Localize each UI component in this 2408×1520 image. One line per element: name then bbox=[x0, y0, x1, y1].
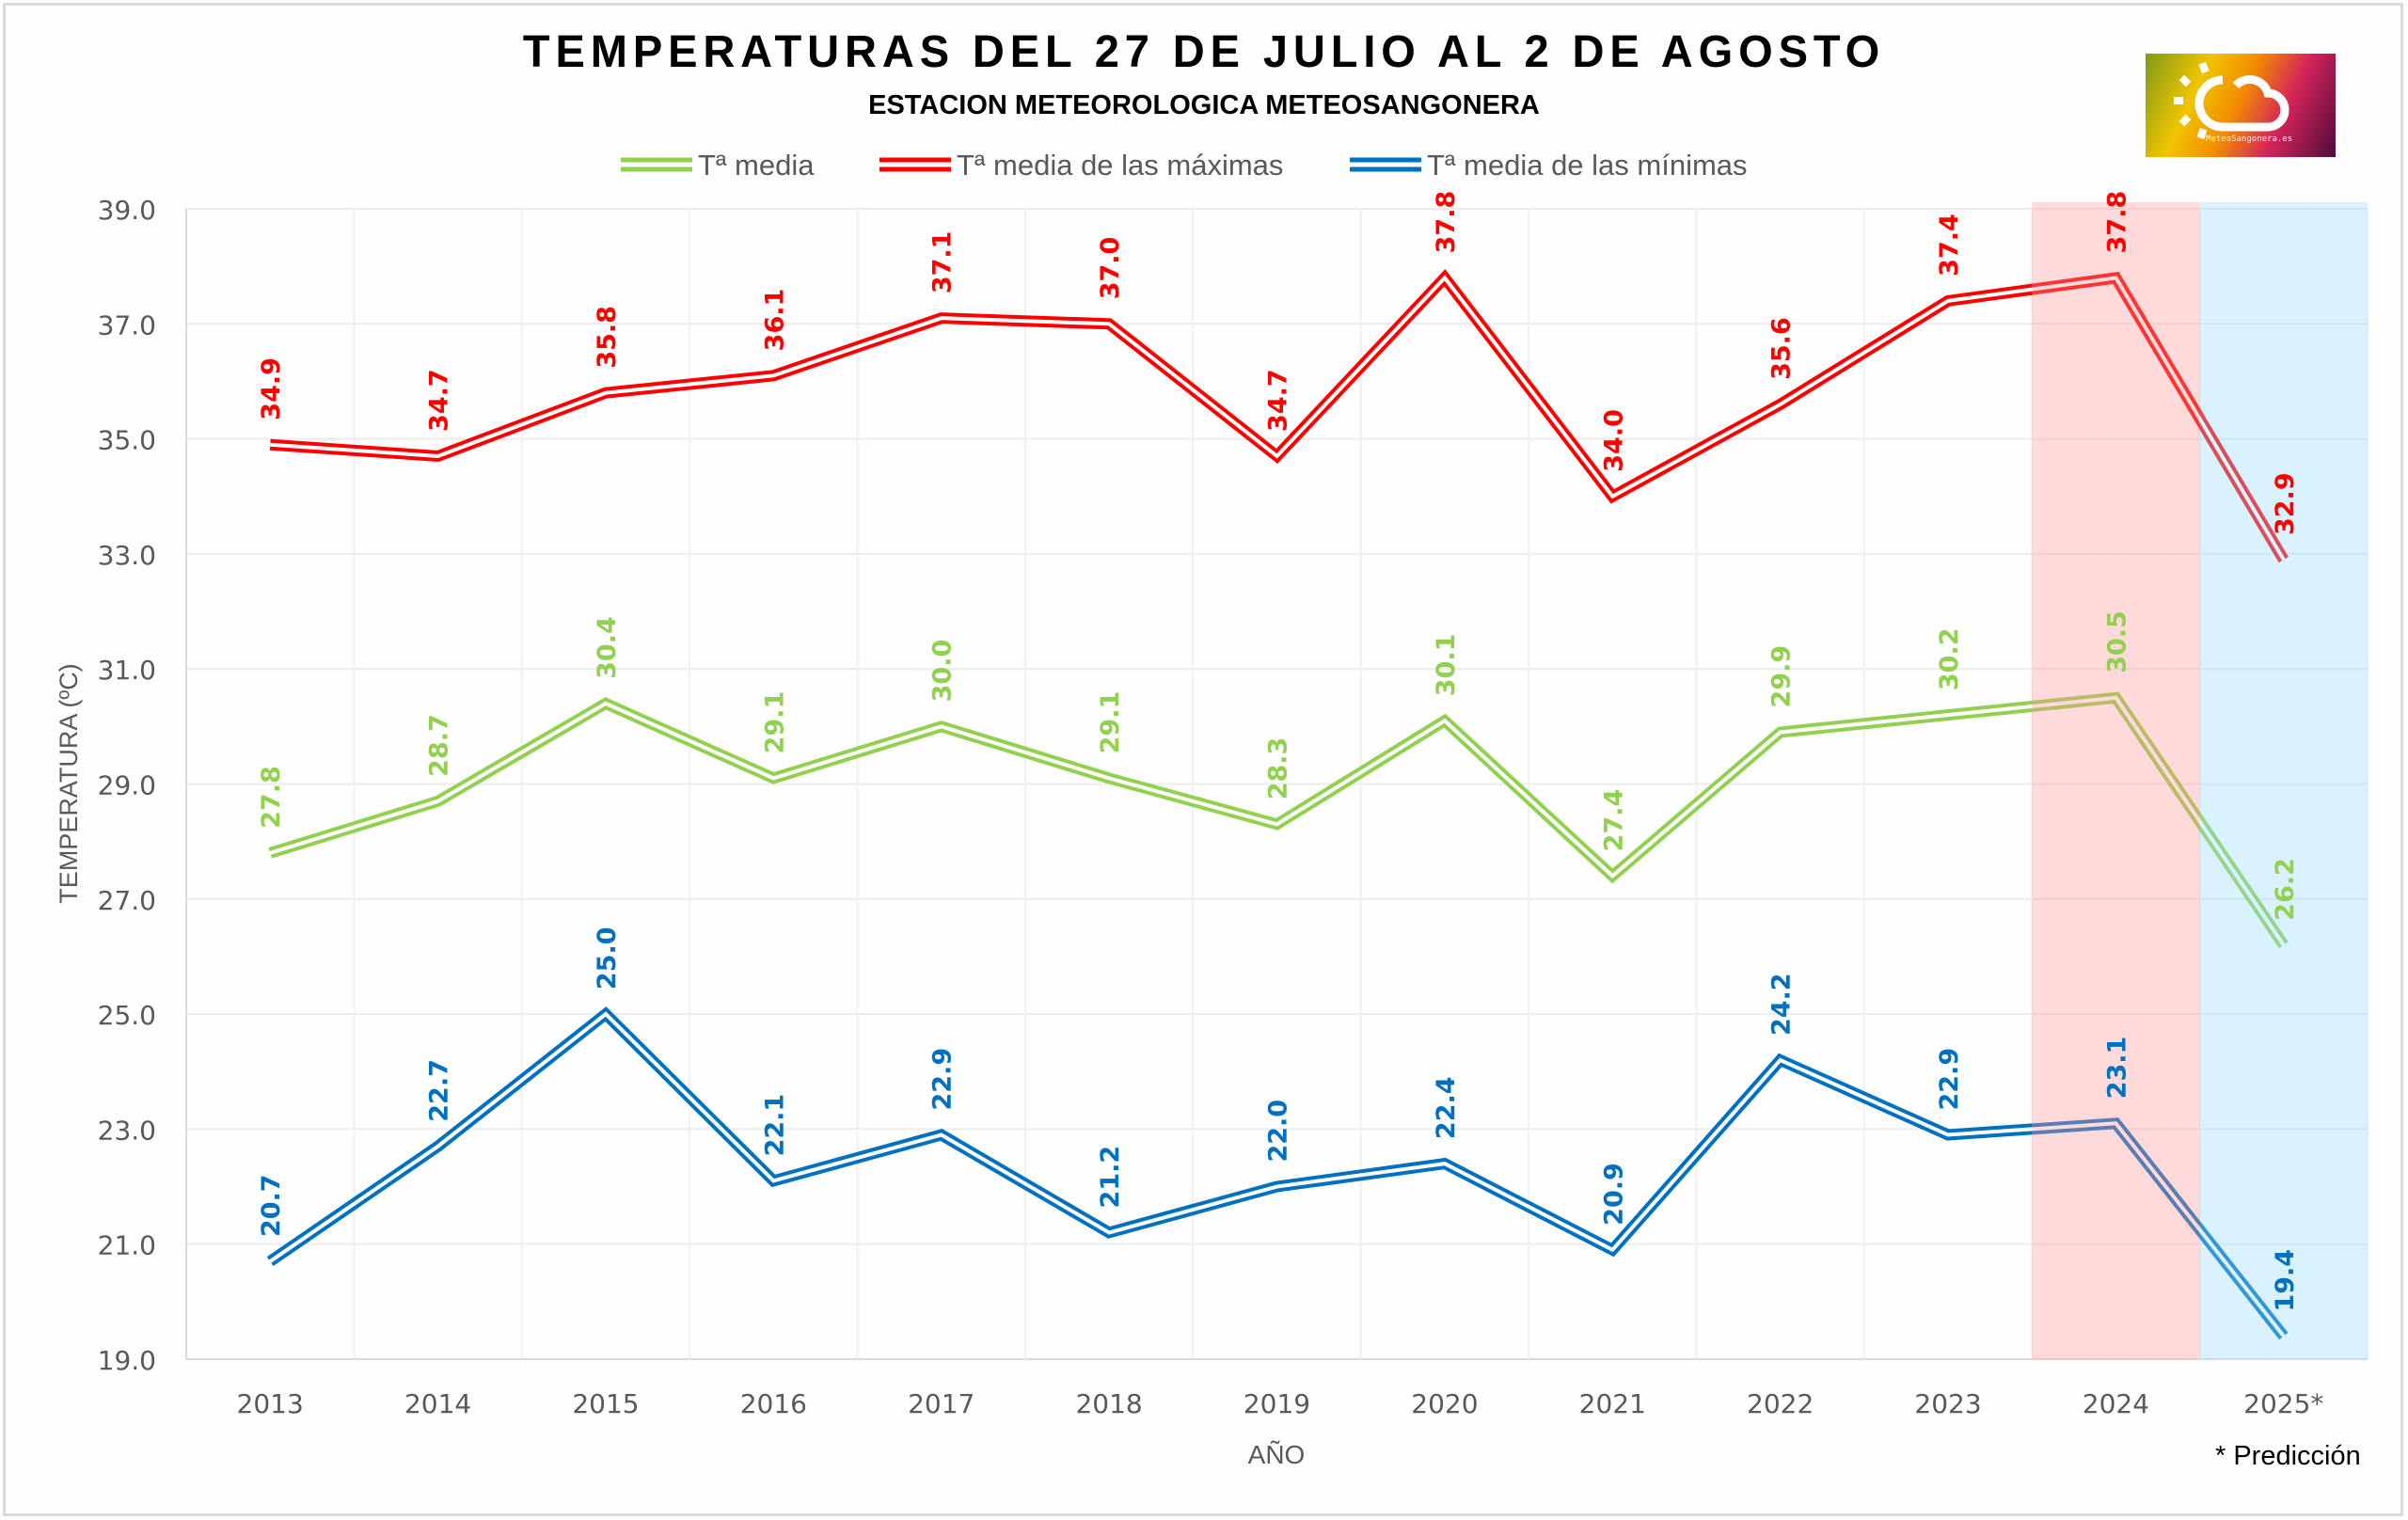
data-label: 27.8 bbox=[257, 766, 286, 829]
data-label: 30.4 bbox=[593, 616, 622, 679]
y-tick-label: 25.0 bbox=[98, 1000, 156, 1031]
x-tick-label: 2020 bbox=[1411, 1388, 1478, 1419]
x-tick-label: 2024 bbox=[2083, 1388, 2149, 1419]
data-label: 37.0 bbox=[1096, 237, 1125, 300]
data-label: 28.7 bbox=[425, 714, 454, 777]
x-tick-label: 2019 bbox=[1244, 1388, 1310, 1419]
data-label: 19.4 bbox=[2271, 1249, 2300, 1312]
data-label: 21.2 bbox=[1096, 1146, 1125, 1209]
data-label: 29.1 bbox=[1096, 691, 1125, 754]
data-label: 34.7 bbox=[425, 369, 454, 432]
prediction-footnote: * Predicción bbox=[2215, 1441, 2361, 1471]
data-label: 22.9 bbox=[1935, 1048, 1964, 1111]
x-axis-title: AÑO bbox=[1248, 1440, 1306, 1469]
y-tick-label: 29.0 bbox=[98, 770, 156, 801]
chart-subtitle: ESTACION METEOROLOGICA METEOSANGONERA bbox=[868, 90, 1540, 120]
y-tick-label: 33.0 bbox=[98, 540, 156, 571]
data-label: 37.8 bbox=[2102, 191, 2131, 254]
data-label: 30.2 bbox=[1935, 627, 1964, 690]
data-label: 37.1 bbox=[928, 231, 958, 294]
series-line-gap bbox=[269, 1011, 2286, 1338]
data-label: 28.3 bbox=[1264, 737, 1293, 800]
data-label: 34.7 bbox=[1264, 369, 1293, 432]
data-label: 37.4 bbox=[1935, 214, 1964, 277]
x-axis-ticks: 2013 2014 2015 2016 2017 2018 2019 2020 2021 2022… bbox=[237, 1388, 2324, 1419]
data-label: 24.2 bbox=[1767, 973, 1797, 1036]
data-label: 34.0 bbox=[1599, 409, 1628, 472]
data-label: 22.0 bbox=[1264, 1100, 1293, 1163]
data-label: 27.4 bbox=[1599, 789, 1628, 852]
logo-text: MeteoSangonera.es bbox=[2206, 135, 2293, 144]
series-lines bbox=[266, 269, 2289, 1340]
x-tick-label: 2022 bbox=[1747, 1388, 1814, 1419]
y-tick-label: 27.0 bbox=[98, 885, 156, 916]
chart-frame bbox=[3, 3, 2403, 1516]
data-label: 30.0 bbox=[928, 640, 958, 703]
data-label: 22.4 bbox=[1432, 1076, 1461, 1139]
legend-label: Tª media de las máximas bbox=[957, 149, 1283, 182]
data-label: 22.7 bbox=[425, 1059, 454, 1122]
data-label: 20.9 bbox=[1599, 1163, 1628, 1226]
y-tick-label: 19.0 bbox=[98, 1345, 156, 1376]
legend: Tª media Tª media de las máximas Tª media … bbox=[621, 149, 1748, 182]
data-label: 22.1 bbox=[760, 1094, 789, 1157]
data-label: 34.9 bbox=[257, 357, 286, 420]
data-label: 22.9 bbox=[928, 1048, 958, 1111]
chart-title: TEMPERATURAS DEL 27 DE JULIO AL 2 DE AGO… bbox=[522, 27, 1886, 77]
data-label: 20.7 bbox=[257, 1174, 286, 1237]
y-tick-label: 35.0 bbox=[98, 425, 156, 456]
meteosangonera-logo: MeteoSangonera.es bbox=[2146, 54, 2336, 157]
data-label: 35.8 bbox=[593, 306, 622, 369]
data-label: 29.9 bbox=[1767, 645, 1797, 708]
y-tick-label: 39.0 bbox=[98, 195, 156, 226]
data-label: 32.9 bbox=[2271, 472, 2300, 535]
highlight-band bbox=[2032, 202, 2200, 1359]
data-label: 26.2 bbox=[2271, 858, 2300, 921]
series-line bbox=[268, 691, 2289, 949]
legend-label: Tª media bbox=[698, 149, 815, 182]
y-axis-title: TEMPERATURA (ºC) bbox=[55, 663, 83, 903]
data-label: 30.1 bbox=[1432, 634, 1461, 697]
y-tick-label: 31.0 bbox=[98, 655, 156, 686]
y-tick-label: 37.0 bbox=[98, 309, 156, 340]
x-tick-label: 2018 bbox=[1075, 1388, 1142, 1419]
data-label: 36.1 bbox=[760, 289, 789, 352]
highlight-bands bbox=[2032, 202, 2368, 1359]
legend-label: Tª media de las mínimas bbox=[1427, 149, 1748, 182]
data-label: 29.1 bbox=[760, 691, 789, 754]
x-tick-label: 2017 bbox=[908, 1388, 974, 1419]
data-label: 25.0 bbox=[593, 926, 622, 990]
data-labels: 27.8 28.7 30.4 29.1 30.0 29.1 28.3 30.1 27.4 29.9… bbox=[257, 191, 2300, 1312]
highlight-band bbox=[2199, 202, 2368, 1359]
x-tick-label: 2016 bbox=[740, 1388, 807, 1419]
sun-cloud-icon bbox=[2174, 61, 2289, 140]
x-tick-label: 2013 bbox=[237, 1388, 304, 1419]
y-tick-label: 23.0 bbox=[98, 1115, 156, 1146]
x-tick-label: 2014 bbox=[404, 1388, 471, 1419]
x-tick-label: 2015 bbox=[572, 1388, 639, 1419]
x-tick-label: 2021 bbox=[1579, 1388, 1646, 1419]
y-axis-ticks: 19.0 21.0 23.0 25.0 27.0 29.0 31.0 33.0 35.0 37.0… bbox=[98, 195, 156, 1376]
y-tick-label: 21.0 bbox=[98, 1230, 156, 1261]
gridlines bbox=[185, 208, 2368, 1360]
data-label: 35.6 bbox=[1767, 317, 1797, 380]
data-label: 30.5 bbox=[2102, 610, 2131, 673]
x-tick-label: 2025* bbox=[2243, 1388, 2323, 1419]
series-line bbox=[266, 1006, 2289, 1340]
x-tick-label: 2023 bbox=[1914, 1388, 1981, 1419]
data-label: 37.8 bbox=[1432, 191, 1461, 254]
data-label: 23.1 bbox=[2102, 1037, 2131, 1100]
